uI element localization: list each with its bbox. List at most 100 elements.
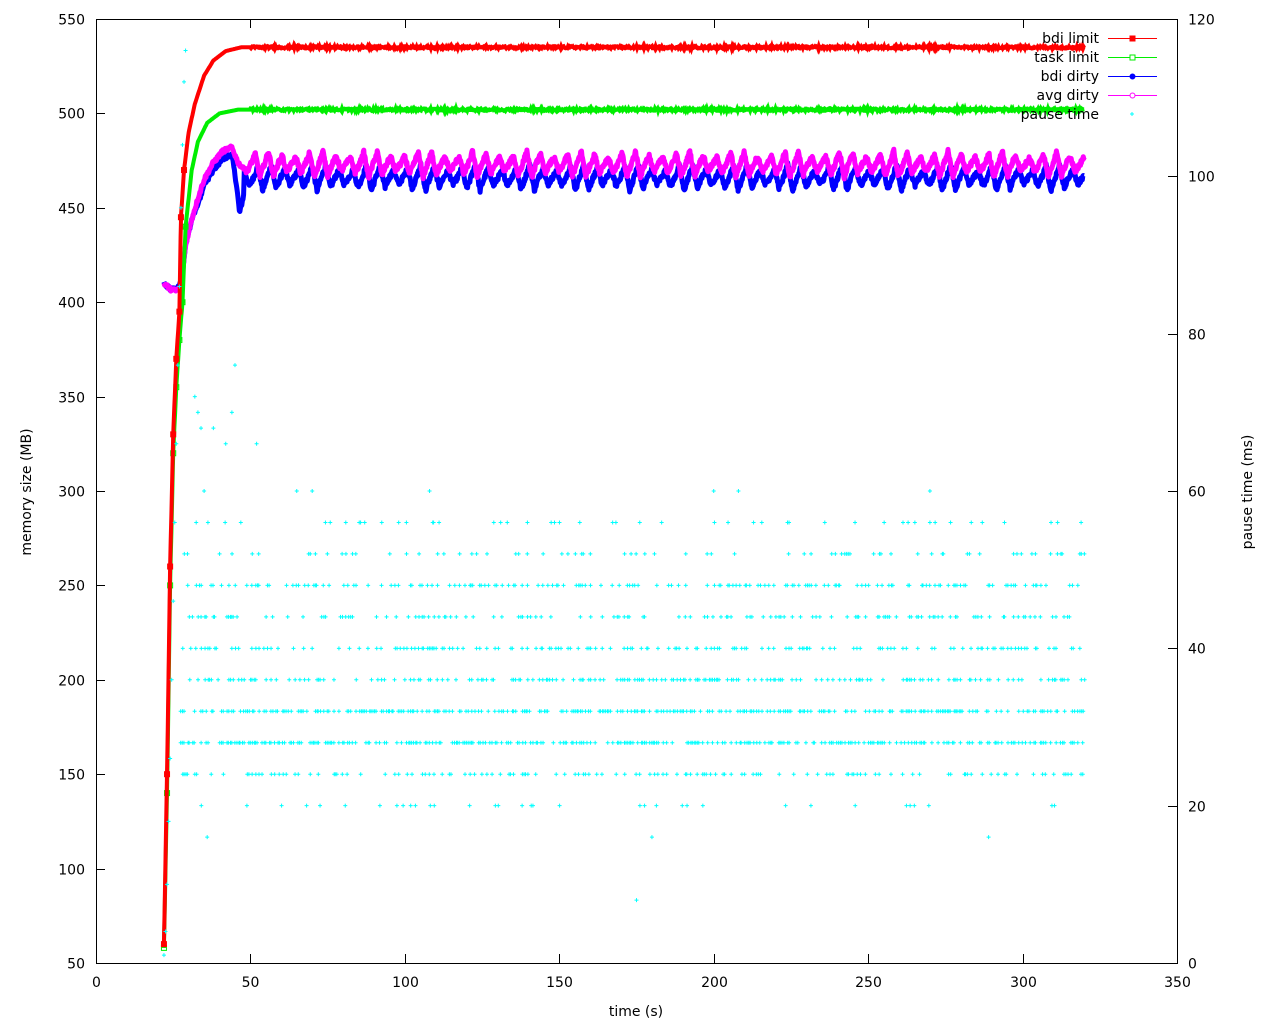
pause-time-point [622,551,627,556]
pause-time-point [683,551,688,556]
pause-time-point [327,583,332,588]
pause-time-point [1038,583,1043,588]
pause-time-point [737,583,742,588]
pause-time-point [664,740,669,745]
pause-time-point [588,614,593,619]
pause-time-point [321,677,326,682]
pause-time-point [379,646,384,651]
pause-time-point [408,677,413,682]
pause-time-point [396,772,401,777]
pause-time-point [467,803,472,808]
pause-time-point [185,551,190,556]
pause-time-point [1014,551,1019,556]
pause-time-point [999,709,1004,714]
pause-time-point [233,583,238,588]
pause-time-point [306,583,311,588]
pause-time-point [374,709,379,714]
pause-time-point [704,772,709,777]
pause-time-point [525,520,530,525]
pause-time-point [1048,551,1053,556]
pause-time-point [539,614,544,619]
pause-time-point [873,709,878,714]
pause-time-point [174,441,179,446]
pause-time-point [759,646,764,651]
pause-time-point [244,583,249,588]
pause-time-point [340,551,345,556]
pause-time-point [353,551,358,556]
pause-time-point [1054,740,1059,745]
pause-time-point [615,677,620,682]
pause-time-point [187,677,192,682]
pause-time-point [734,646,739,651]
pause-time-point [1062,677,1067,682]
pause-time-point [565,551,570,556]
pause-time-point [670,740,675,745]
pause-time-point [688,614,693,619]
pause-time-point [257,709,262,714]
pause-time-point [792,583,797,588]
pause-time-point [1051,772,1056,777]
pause-time-point [244,803,249,808]
legend-marker [1129,92,1136,99]
pause-time-point [710,740,715,745]
pause-time-point [304,709,309,714]
pause-time-point [863,614,868,619]
pause-time-point [906,520,911,525]
pause-time-point [661,709,666,714]
pause-time-point [192,740,197,745]
pause-time-point [996,772,1001,777]
pause-time-point [525,677,530,682]
pause-time-point [454,677,458,682]
pause-time-point [448,614,453,619]
pause-time-point [523,740,528,745]
pause-time-point [805,772,810,777]
pause-time-point [199,740,204,745]
pause-time-point [729,740,734,745]
pause-time-point [297,677,302,682]
pause-time-point [627,614,632,619]
pause-time-point [655,646,660,651]
pause-time-point [904,803,909,808]
pause-time-point [986,835,991,840]
pause-time-point [254,441,259,446]
pause-time-point [282,740,287,745]
pause-time-point [725,677,730,682]
pause-time-point [287,677,292,682]
pause-time-point [226,583,231,588]
pause-time-point [274,677,279,682]
pause-time-point [644,740,649,745]
pause-time-point [617,583,622,588]
pause-time-point [161,953,166,958]
pause-time-point [927,489,932,493]
pause-time-point [450,709,455,714]
pause-time-point [958,583,963,588]
pause-time-point [880,583,885,588]
pause-time-point [435,677,440,682]
pause-time-point [506,583,511,588]
pause-time-point [431,772,436,777]
pause-time-point [440,772,445,777]
pause-time-point [915,646,920,651]
pause-time-point [436,614,441,619]
pause-time-point [907,583,912,588]
pause-time-point [832,709,837,714]
pause-time-point [574,740,579,745]
pause-time-point [1043,740,1048,745]
pause-time-point [516,551,521,556]
pause-time-point [616,614,621,619]
pause-time-point [826,583,831,588]
pause-time-point [700,803,705,808]
pause-time-point [654,677,659,682]
pause-time-point [1033,551,1038,556]
pause-time-point [489,740,494,745]
pause-time-point [622,772,627,777]
pause-time-point [1080,740,1085,745]
pause-time-point [960,709,965,714]
pause-time-point [968,677,973,682]
pause-time-point [1042,709,1047,714]
pause-time-point [499,740,504,745]
pause-time-point [452,583,457,588]
pause-time-point [584,740,589,745]
pause-time-point [302,677,307,682]
